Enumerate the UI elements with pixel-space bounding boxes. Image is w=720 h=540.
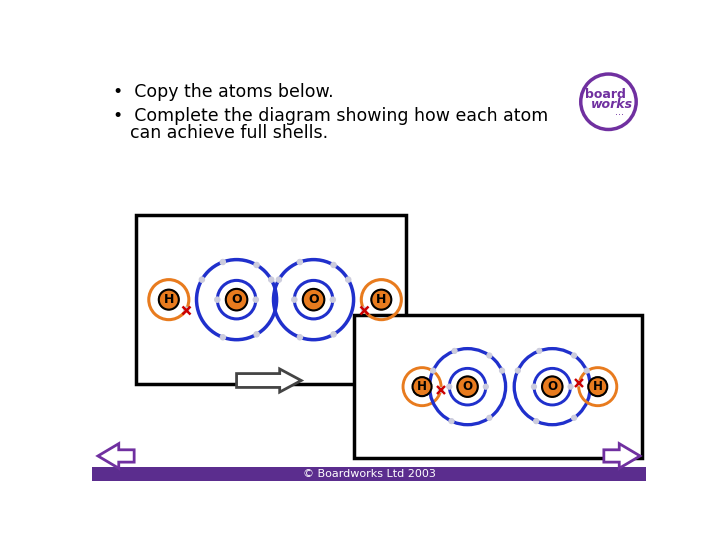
Text: © Boardworks Ltd 2003: © Boardworks Ltd 2003 <box>302 469 436 478</box>
Circle shape <box>536 348 542 354</box>
Text: ...: ... <box>615 107 624 117</box>
FancyBboxPatch shape <box>92 467 647 481</box>
Text: board: board <box>585 87 626 100</box>
FancyBboxPatch shape <box>354 315 642 457</box>
Circle shape <box>297 335 302 340</box>
Circle shape <box>184 307 189 312</box>
Circle shape <box>269 277 274 282</box>
Text: H: H <box>163 293 174 306</box>
Circle shape <box>446 384 452 389</box>
Circle shape <box>534 418 539 424</box>
Circle shape <box>215 297 220 302</box>
Text: H: H <box>593 380 603 393</box>
Circle shape <box>253 297 258 302</box>
Circle shape <box>500 368 505 373</box>
Circle shape <box>516 368 521 373</box>
Circle shape <box>588 377 607 396</box>
Circle shape <box>572 353 577 358</box>
Text: H: H <box>417 380 427 393</box>
Circle shape <box>254 332 259 337</box>
Text: works: works <box>590 98 633 111</box>
Circle shape <box>457 376 478 397</box>
Circle shape <box>452 348 457 354</box>
Circle shape <box>292 297 297 302</box>
FancyArrow shape <box>237 369 301 392</box>
Text: •  Copy the atoms below.: • Copy the atoms below. <box>113 83 334 101</box>
FancyBboxPatch shape <box>137 215 406 384</box>
Circle shape <box>372 289 392 309</box>
Circle shape <box>542 376 562 397</box>
Circle shape <box>226 289 248 310</box>
Circle shape <box>431 368 436 373</box>
Circle shape <box>331 332 336 337</box>
Circle shape <box>303 289 324 310</box>
Text: H: H <box>376 293 387 306</box>
Circle shape <box>438 387 444 393</box>
Circle shape <box>297 259 302 265</box>
Text: O: O <box>462 380 472 393</box>
Circle shape <box>330 297 336 302</box>
Circle shape <box>220 259 225 265</box>
Circle shape <box>346 277 351 282</box>
Text: can achieve full shells.: can achieve full shells. <box>130 124 328 141</box>
Circle shape <box>449 418 454 424</box>
Circle shape <box>361 307 366 312</box>
Text: O: O <box>231 293 242 306</box>
Circle shape <box>531 384 536 389</box>
Circle shape <box>276 277 282 282</box>
Circle shape <box>568 384 573 389</box>
Polygon shape <box>98 444 134 468</box>
Circle shape <box>220 335 225 340</box>
Circle shape <box>413 377 431 396</box>
Circle shape <box>199 277 204 282</box>
Circle shape <box>254 262 259 268</box>
Circle shape <box>159 289 179 309</box>
Text: •  Complete the diagram showing how each atom: • Complete the diagram showing how each … <box>113 107 549 125</box>
Text: O: O <box>547 380 557 393</box>
Circle shape <box>483 384 488 389</box>
Circle shape <box>331 262 336 268</box>
Polygon shape <box>604 444 640 468</box>
Circle shape <box>487 415 492 420</box>
Circle shape <box>577 381 582 386</box>
Circle shape <box>572 415 577 420</box>
FancyArrow shape <box>240 372 297 390</box>
Circle shape <box>584 368 589 373</box>
Text: O: O <box>308 293 319 306</box>
Circle shape <box>487 353 492 358</box>
